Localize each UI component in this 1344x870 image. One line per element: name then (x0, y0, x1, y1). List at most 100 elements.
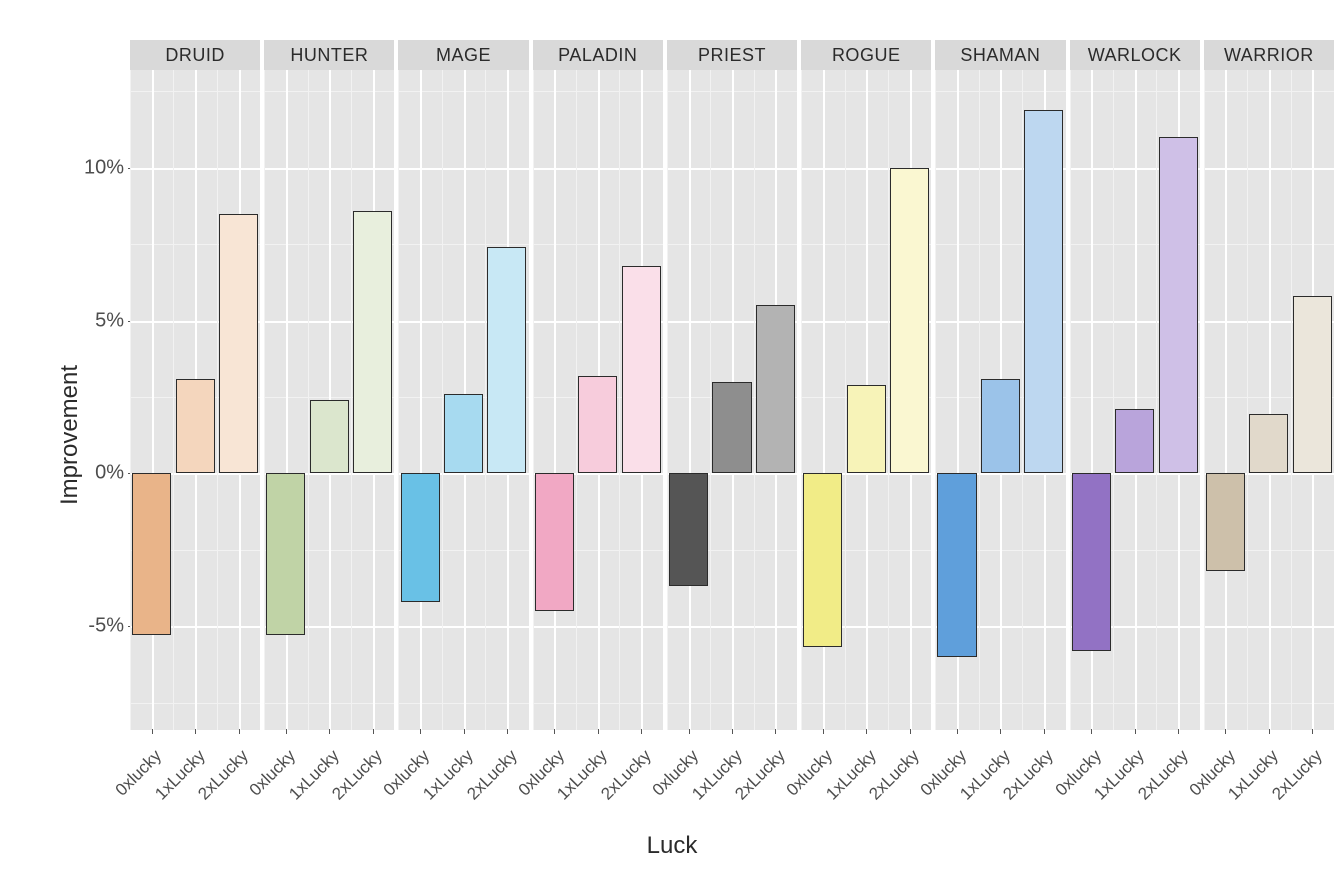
gridline-v-minor (754, 70, 755, 730)
y-tick-label: -5% (88, 615, 124, 638)
panel (667, 70, 797, 730)
y-tick-label: 5% (95, 309, 124, 332)
facet: PRIEST0xlucky1xLucky2xLucky (667, 40, 797, 730)
facet-label: PRIEST (667, 40, 797, 70)
bar (622, 266, 661, 474)
y-tick-label: 0% (95, 462, 124, 485)
bar (444, 394, 483, 473)
gridline-v-minor (217, 70, 218, 730)
x-tick-mark (420, 729, 421, 734)
gridline-v-minor (351, 70, 352, 730)
panel (264, 70, 394, 730)
x-tick-mark (1000, 729, 1001, 734)
bar (1159, 137, 1198, 473)
bar (401, 473, 440, 601)
gridline-v-minor (1156, 70, 1157, 730)
facet: HUNTER0xlucky1xLucky2xLucky (264, 40, 394, 730)
gridline-v-minor (130, 70, 131, 730)
bar (847, 385, 886, 474)
x-tick-mark (732, 729, 733, 734)
facet-row: DRUID0xlucky1xLucky2xLuckyHUNTER0xlucky1… (130, 40, 1334, 730)
bar (803, 473, 842, 647)
x-tick-mark (775, 729, 776, 734)
x-axis-title: Luck (647, 832, 698, 860)
x-tick-mark (1178, 729, 1179, 734)
gridline-v-minor (1022, 70, 1023, 730)
x-tick-mark (823, 729, 824, 734)
bar (1249, 414, 1288, 474)
gridline-v-minor (1291, 70, 1292, 730)
bar (712, 382, 751, 474)
panel (801, 70, 931, 730)
bar (310, 400, 349, 473)
gridline-v-major (1225, 70, 1227, 730)
x-tick-mark (507, 729, 508, 734)
facet-label: PALADIN (533, 40, 663, 70)
bar (669, 473, 708, 586)
x-tick-mark (239, 729, 240, 734)
panel (533, 70, 663, 730)
bar (1293, 296, 1332, 473)
facet-label: WARRIOR (1204, 40, 1334, 70)
x-tick-mark (1269, 729, 1270, 734)
bar (266, 473, 305, 635)
gridline-v-minor (308, 70, 309, 730)
bar (353, 211, 392, 474)
facet: WARRIOR0xlucky1xLucky2xLucky (1204, 40, 1334, 730)
bar (1072, 473, 1111, 650)
gridline-v-major (689, 70, 691, 730)
gridline-v-major (420, 70, 422, 730)
facet-label: HUNTER (264, 40, 394, 70)
facet: WARLOCK0xlucky1xLucky2xLucky (1070, 40, 1200, 730)
gridline-v-minor (710, 70, 711, 730)
bar (535, 473, 574, 611)
x-tick-mark (554, 729, 555, 734)
bar (937, 473, 976, 656)
x-tick-mark (1312, 729, 1313, 734)
panel (1204, 70, 1334, 730)
facet: MAGE0xlucky1xLucky2xLucky (398, 40, 528, 730)
y-axis: -5% 0% 5% 10% (60, 40, 130, 730)
facet-label: WARLOCK (1070, 40, 1200, 70)
bar (1024, 110, 1063, 474)
facet: DRUID0xlucky1xLucky2xLucky (130, 40, 260, 730)
gridline-v-minor (1247, 70, 1248, 730)
gridline-v-minor (1204, 70, 1205, 730)
facet: SHAMAN0xlucky1xLucky2xLucky (935, 40, 1065, 730)
x-tick-mark (152, 729, 153, 734)
y-tick-label: 10% (84, 156, 124, 179)
bar (578, 376, 617, 474)
gridline-v-minor (533, 70, 534, 730)
facet-label: MAGE (398, 40, 528, 70)
gridline-v-minor (1070, 70, 1071, 730)
facet: ROGUE0xlucky1xLucky2xLucky (801, 40, 931, 730)
bar (219, 214, 258, 474)
gridline-v-minor (398, 70, 399, 730)
panel (130, 70, 260, 730)
bar (487, 247, 526, 473)
gridline-v-minor (979, 70, 980, 730)
x-tick-mark (195, 729, 196, 734)
gridline-v-minor (845, 70, 846, 730)
facet-label: ROGUE (801, 40, 931, 70)
bar (981, 379, 1020, 474)
x-tick-mark (1135, 729, 1136, 734)
chart-container: Improvement Luck -5%0%5%10% DRUID0xlucky… (0, 0, 1344, 870)
gridline-v-minor (576, 70, 577, 730)
bar (890, 168, 929, 474)
x-tick-mark (373, 729, 374, 734)
gridline-v-major (1135, 70, 1137, 730)
x-tick-mark (641, 729, 642, 734)
gridline-v-minor (1113, 70, 1114, 730)
x-tick-mark (1091, 729, 1092, 734)
x-tick-mark (957, 729, 958, 734)
bar (176, 379, 215, 474)
gridline-v-minor (888, 70, 889, 730)
facet-label: DRUID (130, 40, 260, 70)
facet: PALADIN0xlucky1xLucky2xLucky (533, 40, 663, 730)
x-tick-mark (1225, 729, 1226, 734)
panel (1070, 70, 1200, 730)
x-tick-mark (866, 729, 867, 734)
bar (132, 473, 171, 635)
gridline-v-minor (667, 70, 668, 730)
